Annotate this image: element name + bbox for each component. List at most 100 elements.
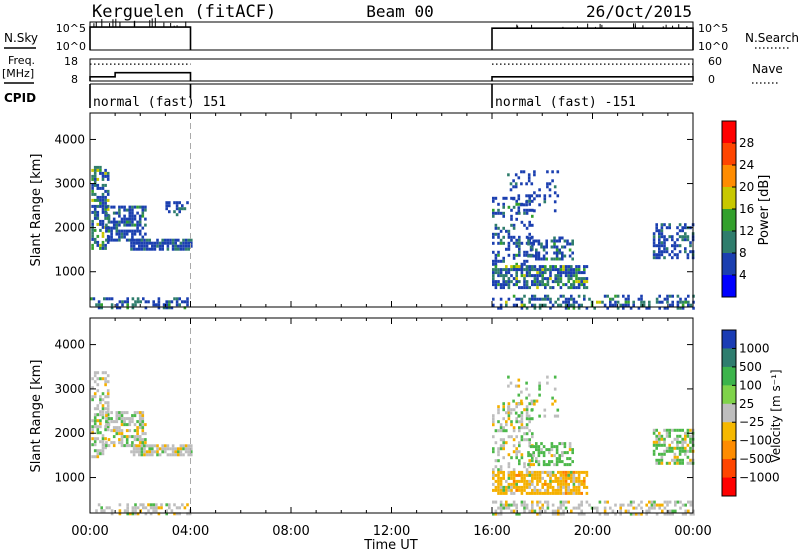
range-cell: [518, 473, 521, 477]
range-cell: [512, 468, 516, 472]
range-cell: [97, 300, 101, 304]
range-cell: [538, 387, 541, 391]
range-cell: [562, 470, 565, 474]
range-cell: [135, 444, 138, 448]
range-cell: [497, 280, 500, 284]
range-cell: [105, 441, 108, 445]
range-cell: [689, 250, 692, 254]
range-cell: [171, 453, 175, 457]
range-cell: [533, 277, 537, 281]
range-cell: [658, 452, 661, 456]
range-cell: [152, 300, 155, 304]
range-cell: [583, 268, 586, 272]
range-cell: [681, 226, 684, 230]
range-cell: [91, 231, 94, 235]
range-cell: [492, 414, 495, 418]
range-cell: [182, 447, 185, 451]
range-cell: [515, 482, 518, 486]
range-cell: [525, 200, 528, 204]
range-cell: [550, 460, 554, 464]
range-cell: [671, 509, 674, 513]
range-cell: [190, 450, 193, 454]
range-cell: [175, 300, 179, 304]
range-cell: [549, 300, 552, 304]
range-cell: [131, 417, 134, 421]
range-cell: [499, 423, 503, 427]
range-cell: [525, 280, 529, 284]
range-cell: [663, 238, 666, 242]
range-cell: [535, 442, 538, 446]
range-cell: [101, 183, 105, 187]
range-cell: [567, 271, 570, 275]
range-cell: [538, 393, 541, 397]
range-cell: [531, 470, 534, 474]
range-cell: [655, 440, 658, 444]
freq-segment: [89, 71, 192, 81]
range-cell: [144, 441, 147, 445]
range-cell: [125, 220, 129, 224]
range-cell: [557, 512, 560, 516]
y-tick-label: 2000: [54, 426, 85, 440]
range-cell: [104, 171, 107, 175]
range-cell: [583, 485, 586, 489]
range-cell: [553, 399, 557, 403]
range-cell: [155, 303, 158, 307]
range-cell: [138, 244, 141, 248]
range-cell: [543, 197, 547, 201]
range-cell: [515, 435, 518, 439]
range-cell: [686, 256, 690, 260]
range-cell: [580, 277, 583, 281]
range-cell: [568, 248, 572, 252]
range-cell: [679, 306, 682, 310]
range-cell: [554, 265, 557, 269]
range-cell: [655, 434, 658, 438]
range-cell: [118, 306, 122, 310]
range-cell: [125, 435, 129, 439]
range-cell: [520, 438, 524, 442]
range-cell: [528, 232, 531, 236]
range-cell: [151, 444, 154, 448]
range-cell: [536, 274, 539, 278]
range-cell: [173, 503, 176, 507]
range-cell: [151, 244, 154, 248]
range-cell: [676, 434, 679, 438]
range-cell: [126, 306, 129, 310]
range-cell: [131, 220, 134, 224]
range-cell: [596, 300, 599, 304]
velocity-cbar-tick-label: −100: [739, 434, 772, 448]
range-cell: [671, 235, 674, 239]
range-cell: [502, 456, 505, 460]
range-cell: [525, 235, 529, 239]
range-cell: [520, 417, 524, 421]
range-cell: [562, 503, 565, 507]
range-cell: [541, 280, 544, 284]
range-cell: [125, 423, 129, 427]
station-title: Kerguelen (fitACF): [92, 2, 276, 22]
range-cell: [512, 479, 516, 483]
range-cell: [679, 297, 682, 301]
range-cell: [525, 468, 529, 472]
range-cell: [105, 411, 108, 415]
range-cell: [523, 283, 526, 287]
range-cell: [577, 479, 581, 483]
range-cell: [141, 411, 145, 415]
range-cell: [572, 506, 576, 510]
range-cell: [551, 396, 554, 400]
range-cell: [673, 455, 677, 459]
range-cell: [104, 380, 107, 384]
range-cell: [536, 283, 539, 287]
range-cell: [538, 283, 542, 287]
range-cell: [655, 223, 658, 227]
range-cell: [138, 411, 142, 415]
range-cell: [678, 434, 682, 438]
range-cell: [507, 232, 511, 236]
range-cell: [518, 268, 521, 272]
range-cell: [99, 204, 102, 208]
range-cell: [136, 429, 139, 433]
range-cell: [684, 434, 687, 438]
range-cell: [104, 446, 107, 450]
range-cell: [492, 262, 495, 266]
range-cell: [128, 220, 132, 224]
range-cell: [689, 428, 692, 432]
range-cell: [520, 203, 523, 207]
